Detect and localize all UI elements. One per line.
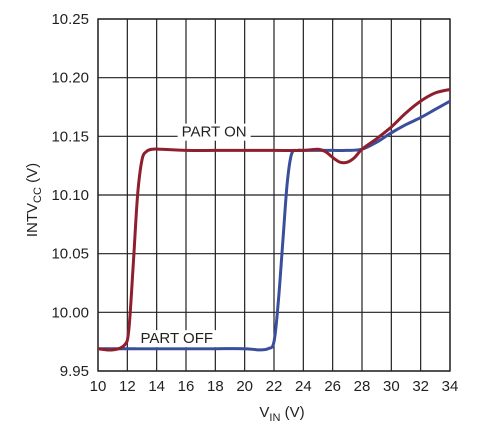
y-tick-label: 10.05 bbox=[51, 246, 89, 263]
x-tick-label: 12 bbox=[119, 378, 136, 395]
series-line-part-on bbox=[98, 87, 450, 352]
x-tick-label: 28 bbox=[354, 378, 371, 395]
x-tick-label: 20 bbox=[236, 378, 253, 395]
x-tick-label: 16 bbox=[178, 378, 195, 395]
y-tick-label: 10.25 bbox=[51, 11, 89, 28]
x-tick-label: 32 bbox=[412, 378, 429, 395]
x-axis-title-unit: (V) bbox=[280, 404, 304, 421]
x-tick-label: 14 bbox=[148, 378, 165, 395]
x-tick-label: 26 bbox=[324, 378, 341, 395]
x-tick-label: 10 bbox=[90, 378, 107, 395]
y-axis-title-unit: (V) bbox=[24, 163, 41, 187]
series-line-part-off bbox=[98, 99, 450, 352]
annotation-part-off: PART OFF bbox=[141, 330, 214, 347]
y-axis-title-main: INTV bbox=[24, 203, 41, 237]
y-tick-label: 10.15 bbox=[51, 128, 89, 145]
x-axis-title-sub: IN bbox=[269, 412, 280, 424]
y-tick-label: 9.95 bbox=[60, 363, 89, 380]
x-axis-title: VIN (V) bbox=[259, 404, 304, 424]
annotation-bg-part-off bbox=[136, 330, 218, 348]
y-tick-label: 10.10 bbox=[51, 187, 89, 204]
y-tick-label: 10.00 bbox=[51, 304, 89, 321]
y-axis-title-sub: CC bbox=[32, 187, 44, 203]
plot-frame bbox=[97, 18, 451, 372]
grid bbox=[97, 18, 451, 372]
tick-labels: 10 12 14 16 18 20 22 24 26 28 30 32 34 9.95 10.00 10.05… bbox=[51, 11, 458, 395]
x-tick-label: 18 bbox=[207, 378, 224, 395]
series-lines bbox=[98, 87, 450, 352]
annotation-bg-part-on bbox=[177, 123, 251, 141]
annotations: PART ON PART OFF bbox=[136, 123, 251, 348]
annotation-part-on: PART ON bbox=[182, 124, 247, 141]
x-axis-title-main: V bbox=[259, 404, 269, 421]
x-tick-label: 34 bbox=[442, 378, 459, 395]
x-tick-label: 24 bbox=[295, 378, 312, 395]
x-tick-label: 30 bbox=[383, 378, 400, 395]
x-tick-label: 22 bbox=[266, 378, 283, 395]
y-axis-title: INTVCC (V) bbox=[24, 163, 44, 237]
y-tick-label: 10.20 bbox=[51, 70, 89, 87]
